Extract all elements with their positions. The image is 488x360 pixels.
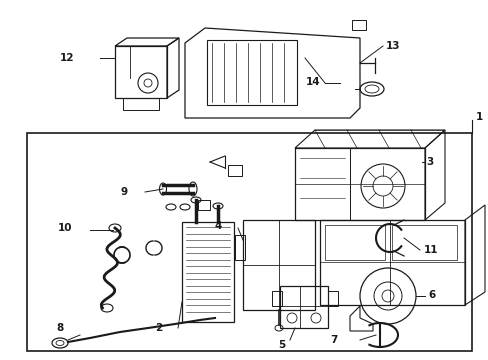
Text: 8: 8 xyxy=(56,323,63,333)
Bar xyxy=(327,291,337,306)
Bar xyxy=(115,46,167,98)
Bar xyxy=(182,222,234,322)
Text: 4: 4 xyxy=(214,221,222,231)
Bar xyxy=(235,235,244,260)
Bar xyxy=(198,200,209,210)
Text: 13: 13 xyxy=(385,41,400,51)
Bar xyxy=(123,98,159,110)
Text: 3: 3 xyxy=(425,157,432,167)
Text: 5: 5 xyxy=(278,340,285,350)
Bar xyxy=(206,40,296,105)
Bar xyxy=(280,286,327,328)
Text: 7: 7 xyxy=(330,335,337,345)
Text: 14: 14 xyxy=(305,77,319,87)
Bar xyxy=(351,20,365,30)
Bar xyxy=(271,291,282,306)
Text: 6: 6 xyxy=(427,290,434,300)
Bar xyxy=(391,225,456,260)
Text: 12: 12 xyxy=(60,53,74,63)
Bar xyxy=(294,148,349,220)
Text: 10: 10 xyxy=(58,223,72,233)
Bar xyxy=(325,225,384,260)
Bar xyxy=(243,220,314,310)
Text: 1: 1 xyxy=(475,112,482,122)
Bar xyxy=(227,165,242,176)
Text: 2: 2 xyxy=(154,323,162,333)
Bar xyxy=(294,148,424,220)
Text: 9: 9 xyxy=(121,187,128,197)
Bar xyxy=(319,220,464,305)
Bar xyxy=(27,133,471,351)
Text: 11: 11 xyxy=(423,245,438,255)
